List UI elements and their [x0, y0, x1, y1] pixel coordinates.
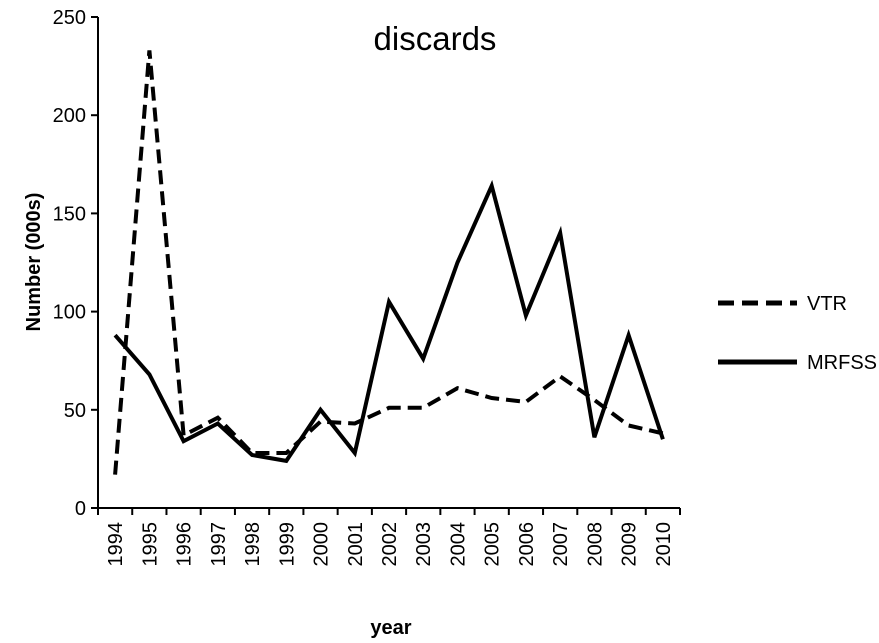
x-tick-label: 2009 — [619, 522, 641, 567]
legend-label-vtr: VTR — [807, 293, 847, 315]
x-tick-label: 1997 — [208, 522, 230, 567]
y-tick-label: 250 — [53, 7, 86, 29]
x-tick-label: 2001 — [345, 522, 367, 567]
x-tick-label: 1995 — [139, 522, 161, 567]
x-axis-title: year — [370, 617, 411, 639]
legend: VTR MRFSS — [718, 293, 877, 374]
y-ticks: 0 50 100 150 200 250 — [53, 7, 98, 520]
x-tick-label: 1998 — [242, 522, 264, 567]
y-tick-label: 150 — [53, 203, 86, 225]
x-tick-label: 2000 — [311, 522, 333, 567]
x-tick-label: 2007 — [550, 522, 572, 567]
x-tick-label: 2004 — [447, 522, 469, 567]
series-line-vtr — [113, 50, 664, 475]
x-ticks: 1994 1995 1996 1997 1998 1999 2000 2001 2002 2003… — [97, 508, 681, 567]
series-line-mrfss — [113, 179, 665, 464]
x-tick-label: 2006 — [516, 522, 538, 567]
x-tick-label: 2008 — [584, 522, 606, 567]
x-tick-label: 1994 — [105, 522, 127, 567]
y-tick-label: 50 — [64, 400, 86, 422]
x-tick-label: 1996 — [174, 522, 196, 567]
y-tick-label: 0 — [75, 498, 86, 520]
series-layer — [113, 50, 665, 475]
legend-label-mrfss: MRFSS — [807, 352, 877, 374]
chart-title: discards — [374, 20, 497, 57]
y-axis-title: Number (000s) — [23, 193, 45, 332]
x-tick-label: 2005 — [482, 522, 504, 567]
x-tick-label: 2010 — [653, 522, 675, 567]
x-tick-label: 2003 — [413, 522, 435, 567]
x-tick-label: 1999 — [276, 522, 298, 567]
y-tick-label: 200 — [53, 105, 86, 127]
y-tick-label: 100 — [53, 302, 86, 324]
axes — [97, 17, 680, 509]
x-tick-label: 2002 — [379, 522, 401, 567]
